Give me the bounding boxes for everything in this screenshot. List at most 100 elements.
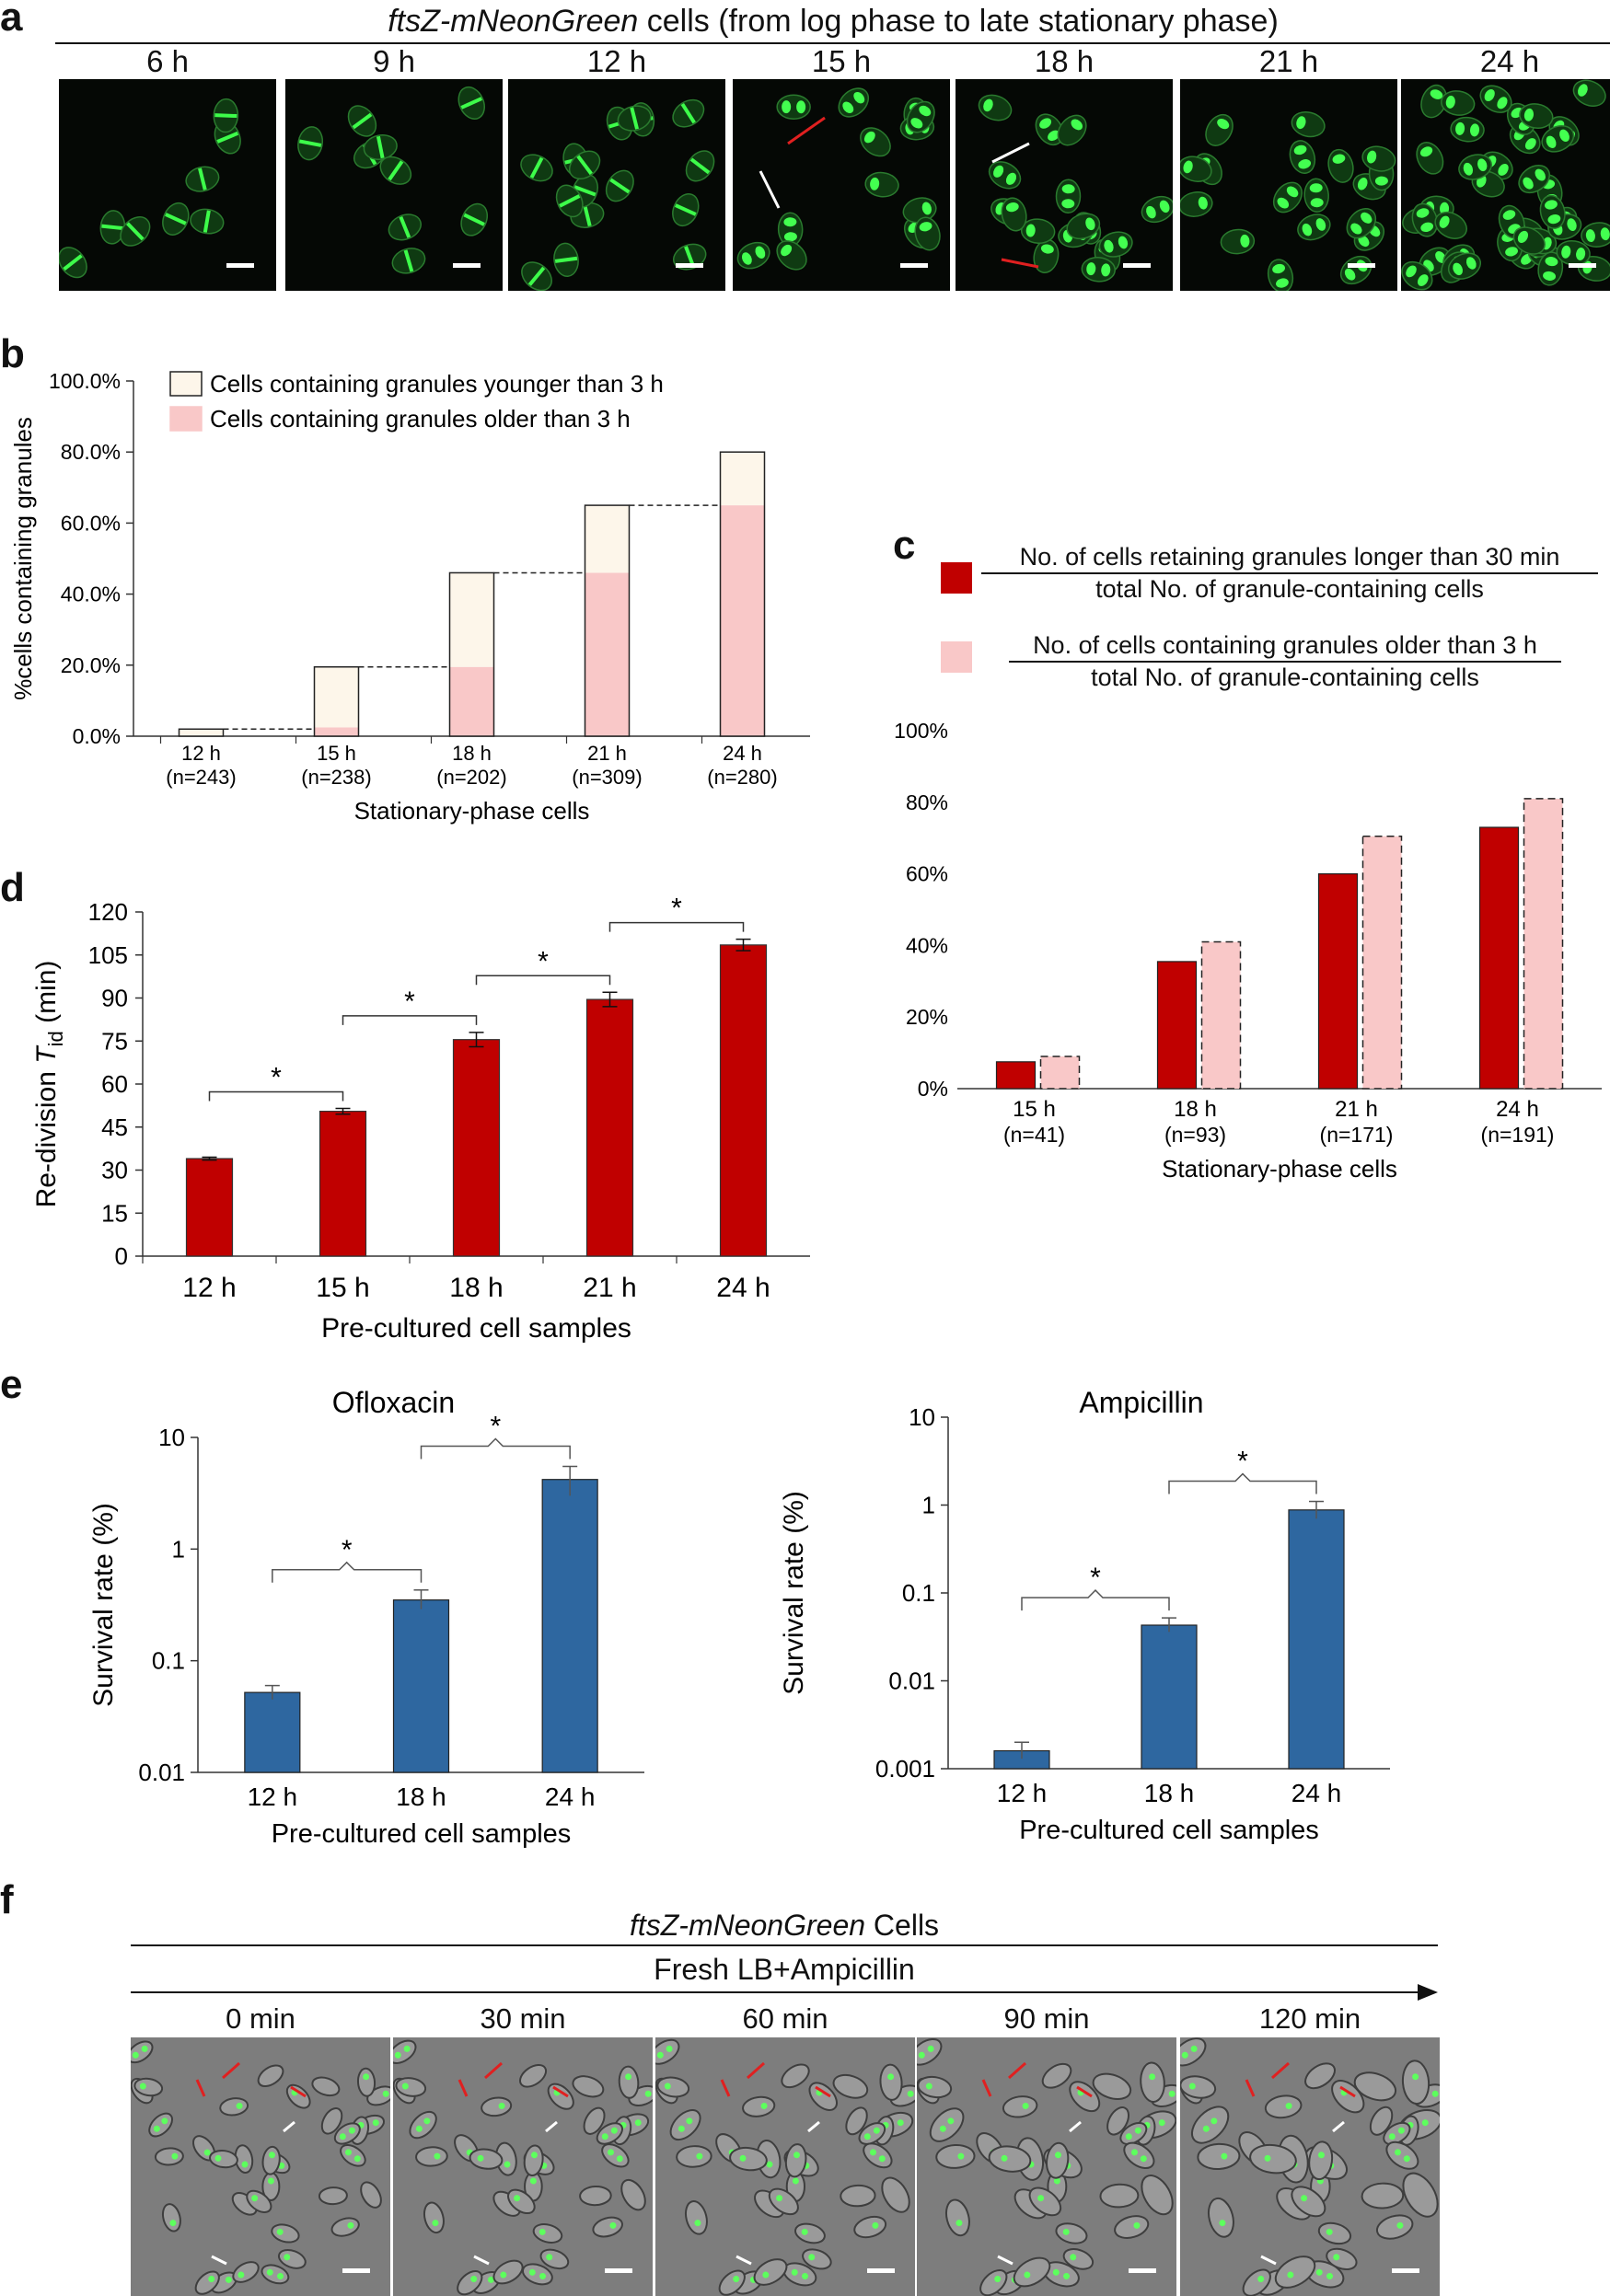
panel-f-cell [154,2147,184,2166]
panel-a-cell [672,98,705,128]
panel-f-cell [360,2181,382,2209]
red-arrow [195,2079,206,2097]
panel-f-cell [1375,2214,1414,2240]
panel-f-cell [161,2203,181,2233]
panel-a-cell [1272,181,1303,213]
panel-f-letter: f [0,1877,14,1922]
panel-f-cell [1317,2221,1352,2245]
panel-f-micrograph [1180,2037,1440,2296]
x-axis-label: Pre-cultured cell samples [1019,1816,1319,1845]
y-tick-label: 75 [101,1027,128,1055]
scale-bar [867,2268,895,2273]
panel-f-cell [935,2144,976,2169]
panel-f-cell [1041,2062,1072,2089]
bar-older-3h [449,666,494,736]
sample-size-label: (n=243) [166,766,236,789]
panel-f-timepoint-label: 120 min [1258,2002,1361,2035]
panel-f-cell [1106,2106,1130,2136]
panel-f-cells [655,2038,915,2296]
x-tick-label: 18 h [1144,1779,1195,1807]
sample-size-label: (n=309) [572,766,642,789]
y-tick-label: 80.0% [61,440,121,464]
y-tick-label: 100% [894,719,948,743]
y-tick-label: 80% [906,790,948,814]
panel-a-cell [1180,156,1212,182]
y-tick-label: 10 [158,1424,185,1451]
significance-bracket [608,921,745,932]
panel-c-letter: c [893,523,916,568]
panel-f-cell [781,2063,810,2089]
panel-a-cell [460,202,489,237]
panel-f-cell [1114,2215,1150,2239]
panel-f-cell [853,2215,887,2239]
panel-f-title: ftsZ-mNeonGreen Cells [131,1909,1438,1943]
panel-f-cell [808,2082,838,2111]
panel-f-cell [320,2106,343,2135]
bar-retaining-30min [1478,826,1520,1090]
panel-f-cell [1055,2222,1088,2244]
x-tick-label: 12 h [997,1779,1048,1807]
significance-star: * [538,946,549,976]
panel-f-timepoint-label: 30 min [480,2002,566,2035]
panel-c-legend-swatch-light [941,641,972,673]
scale-bar [676,263,703,268]
panel-a-timepoint-label: 15 h [811,44,872,78]
panel-a-cell [1001,197,1027,232]
x-tick-label: 18 h [452,742,492,765]
red-arrow [747,2061,765,2080]
y-tick-label: 40.0% [61,583,121,606]
panel-f-cell [676,2145,712,2168]
sample-size-label: (n=191) [1481,1123,1555,1147]
panel-f-cell [415,2146,448,2167]
panel-f-cell [209,2149,238,2169]
red-arrow [222,2061,240,2080]
panel-a-cell [736,241,770,270]
y-tick-label: 0.01 [888,1667,935,1695]
scale-bar [1129,2268,1156,2273]
panel-f-cell [1002,2095,1038,2118]
panel-f-cell [579,2185,612,2207]
bar [452,1039,501,1257]
x-tick-label: 15 h [1013,1097,1056,1122]
panel-a-cell [685,150,715,182]
panel-a-cell [1267,259,1294,291]
panel-a-cell [902,197,937,224]
panel-a-cell [1411,202,1439,237]
panel-b-letter: b [0,331,25,376]
panel-a-cell [1541,125,1575,153]
panel-f-cell [601,2143,630,2168]
bar [719,944,768,1257]
bar-outline [178,728,225,737]
x-tick-label: 24 h [716,1273,770,1303]
panel-a-title-italic: ftsZ-mNeonGreen [388,4,639,39]
scale-bar [453,263,481,268]
panel-f-cell [539,2248,570,2270]
panel-a-cell [914,216,941,251]
panel-a-cell [1458,154,1492,180]
x-tick-label: 12 h [181,742,221,765]
panel-f-cell [1119,2121,1148,2145]
x-tick-label: 21 h [1335,1097,1378,1122]
panel-a-timepoint-label: 21 h [1258,44,1319,78]
panel-a-cell [1033,238,1060,274]
panel-a-timepoint-label: 9 h [373,44,415,78]
panel-a-micrograph [1401,79,1610,291]
panel-a-cell [1098,231,1133,258]
panel-a-cell [1327,148,1354,183]
significance-bracket [208,1090,344,1102]
panel-a-title: ftsZ-mNeonGreen cells (from log phase to… [55,4,1610,40]
panel-a-cell [1020,218,1056,244]
panel-c-legend-1-denominator: total No. of granule-containing cells [1095,575,1484,603]
bar-younger-3h [720,452,765,506]
x-tick-label: 18 h [1174,1097,1217,1122]
panel-c-legend-2-denominator: total No. of granule-containing cells [1091,663,1479,691]
panel-f-cell [409,2110,437,2140]
x-axis-label: Stationary-phase cells [354,797,590,825]
scale-bar [1392,2268,1419,2273]
white-arrow [1069,2120,1082,2133]
panel-a-cell [1205,113,1234,146]
significance-bracket [342,1015,478,1025]
white-arrow [283,2120,295,2133]
panel-f-cell [1353,2071,1397,2102]
panel-f-cell [277,2248,307,2269]
